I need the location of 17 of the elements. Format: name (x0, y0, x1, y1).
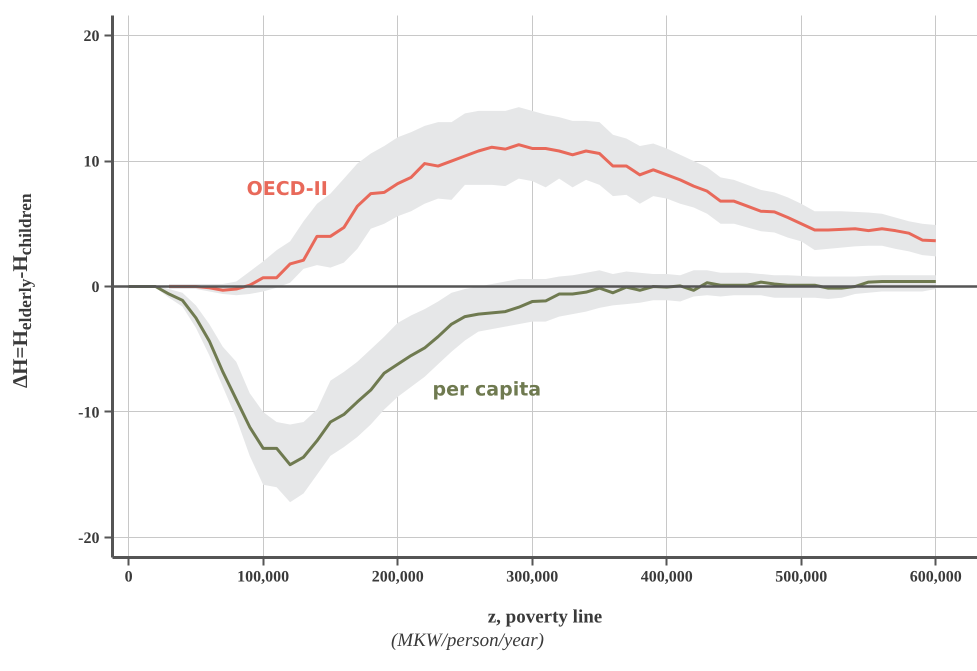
y-tick-label: 10 (84, 154, 100, 171)
y-tick-label: 20 (84, 28, 100, 46)
x-tick-label: 400,000 (640, 568, 693, 586)
x-axis-title: z, poverty line (488, 606, 602, 628)
x-tick-label: 200,000 (372, 568, 424, 586)
y-tick-label: 0 (92, 279, 100, 296)
y-tick-label: -10 (78, 404, 100, 422)
x-tick-label: 600,000 (910, 568, 962, 586)
series-label: OECD-II (246, 178, 328, 200)
line-series (168, 143, 938, 292)
text: (MKW/person/year) (390, 630, 546, 652)
x-tick-label: 0 (124, 568, 133, 586)
x-tick-label: 500,000 (775, 568, 828, 586)
series-label: per capita (432, 378, 542, 400)
y-tick-label: -20 (78, 530, 100, 547)
x-tick-label: 100,000 (237, 568, 290, 586)
x-tick-label: 300,000 (506, 568, 558, 586)
